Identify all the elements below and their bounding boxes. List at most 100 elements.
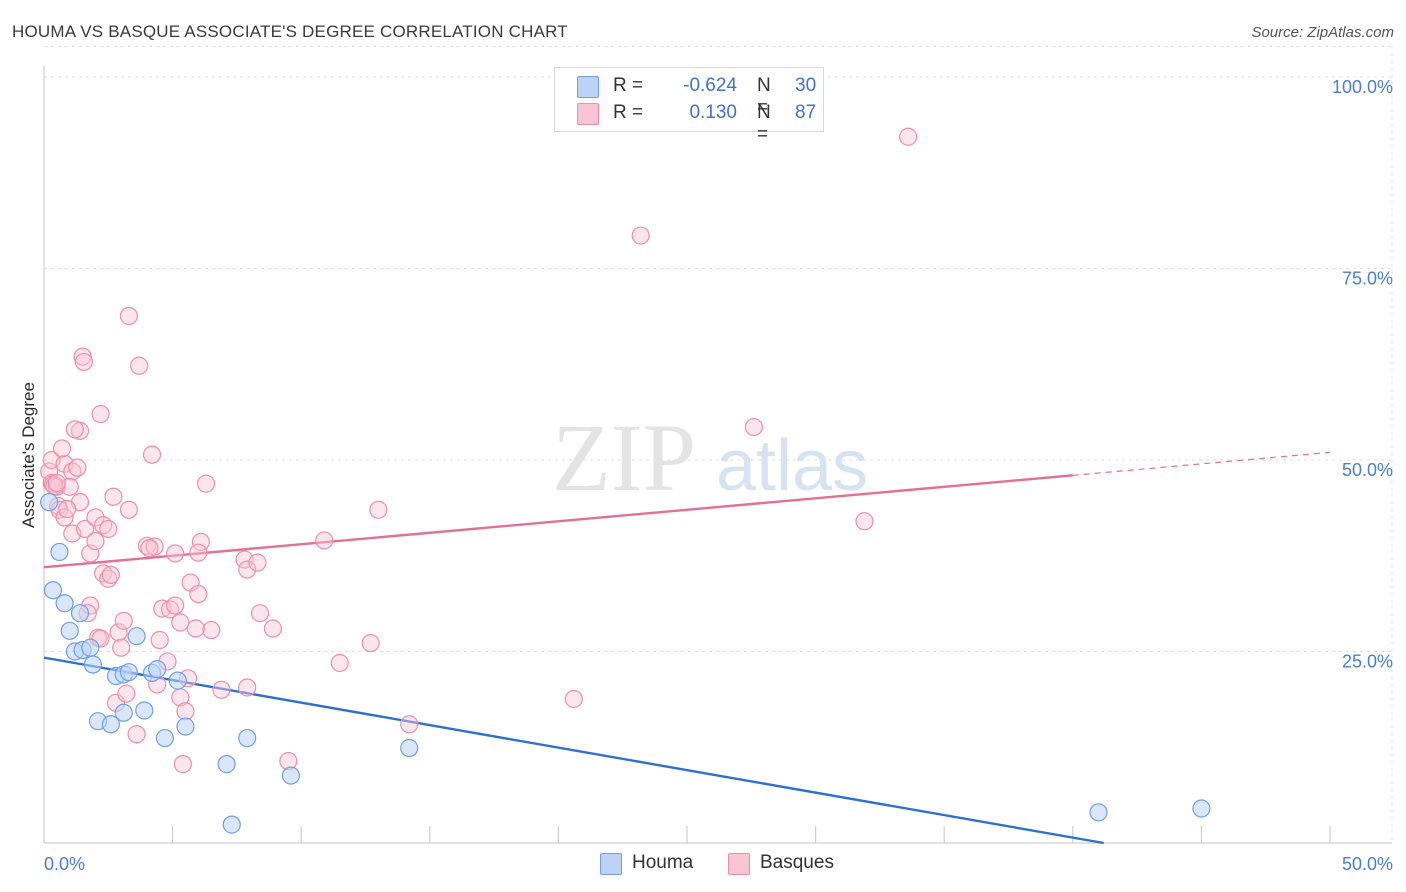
basques-point-61 (173, 755, 192, 774)
basques-point-82 (58, 499, 77, 519)
basques-point-74 (369, 500, 388, 519)
watermark: ZIP atlas (552, 404, 868, 511)
basques-point-29 (94, 564, 113, 583)
houma-point-16 (168, 671, 187, 690)
houma-r-value: -0.624 (683, 75, 737, 96)
basques-point-39 (117, 684, 136, 703)
watermark-zip: ZIP (552, 404, 696, 511)
houma-r-label: R = (613, 75, 644, 96)
basques-point-57 (186, 619, 205, 638)
basques-point-16 (76, 519, 95, 539)
basques-point-41 (137, 536, 156, 555)
axes (43, 66, 1392, 844)
basques-point-68 (250, 604, 270, 623)
houma-point-4 (60, 621, 79, 640)
basques-legend-swatch (728, 853, 750, 875)
basques-point-27 (119, 500, 138, 519)
basques-point-55 (196, 474, 216, 493)
houma-point-8 (81, 638, 100, 657)
basques-point-76 (564, 689, 583, 709)
basques-point-72 (330, 653, 349, 673)
basques-swatch (577, 103, 599, 125)
houma-point-3 (55, 594, 74, 613)
basques-point-36 (114, 611, 133, 630)
basques-point-86 (47, 473, 66, 493)
houma-point-24 (238, 728, 257, 748)
houma-legend-label: Houma (632, 852, 694, 873)
basques-point-12 (65, 420, 84, 439)
y-tick-label-3: 100.0% (1332, 77, 1393, 97)
houma-point-18 (101, 715, 120, 734)
basques-point-43 (142, 445, 162, 464)
basques-r-label: R = (613, 102, 644, 123)
y-axis-label: Associate's Degree (19, 382, 38, 528)
basques-point-24 (119, 306, 138, 326)
basques-n-value: 87 (795, 102, 817, 123)
basques-point-71 (315, 531, 334, 550)
trend-lines (43, 451, 1331, 845)
basques-point-66 (238, 560, 257, 579)
houma-point-23 (217, 755, 236, 774)
basques-point-52 (189, 584, 208, 604)
watermark-atlas: atlas (716, 426, 868, 506)
basques-point-77 (631, 226, 650, 245)
basques-r-value: 0.130 (689, 102, 737, 123)
basques-point-84 (101, 565, 120, 585)
stats-legend: R = -0.624 N = 30 R = 0.130 N = 87 (554, 67, 824, 145)
basques-point-83 (68, 458, 87, 477)
houma-point-5 (70, 604, 90, 623)
houma-point-27 (222, 815, 241, 834)
basques-point-44 (150, 630, 169, 650)
houma-n-label: N = (757, 75, 771, 118)
houma-point-28 (1089, 803, 1108, 822)
houma-point-29 (1192, 799, 1211, 818)
houma-point-20 (135, 701, 154, 720)
houma-n-value: 30 (795, 75, 817, 96)
basques-point-67 (248, 553, 267, 572)
basques-point-54 (189, 543, 208, 562)
basques-point-78 (744, 417, 763, 437)
basques-n-label: N = (757, 102, 771, 145)
houma-point-15 (148, 660, 167, 679)
x-tick-label-1: 50.0% (1342, 854, 1393, 874)
basques-point-9 (52, 439, 72, 458)
data-points (40, 127, 1211, 834)
x-tick-label-0: 0.0% (44, 854, 85, 874)
tick-labels: 25.0% 50.0% 75.0% 100.0% 0.0% 50.0% (44, 77, 1393, 874)
basques-point-49 (171, 613, 190, 632)
basques-point-63 (212, 680, 231, 699)
basques-point-18 (86, 508, 105, 527)
basques-point-79 (855, 512, 874, 531)
houma-point-1 (50, 542, 69, 562)
houma-point-25 (281, 766, 301, 785)
basques-point-23 (74, 352, 93, 372)
houma-point-13 (127, 627, 146, 646)
houma-point-26 (400, 738, 419, 758)
houma-point-19 (114, 703, 133, 722)
basques-point-25 (130, 356, 149, 375)
basques-trend-line (43, 474, 1073, 569)
basques-point-28 (86, 532, 105, 551)
basques-point-35 (109, 623, 128, 642)
houma-point-22 (176, 717, 195, 736)
basques-point-69 (263, 619, 283, 638)
houma-trend-line (43, 656, 1104, 845)
basques-point-75 (400, 715, 419, 734)
basques-trend-extension (1072, 451, 1331, 476)
basques-point-73 (361, 633, 380, 653)
basques-point-81 (45, 476, 64, 496)
houma-swatch (577, 76, 599, 98)
basques-point-50 (166, 544, 185, 563)
basques-point-59 (176, 702, 195, 721)
basques-point-20 (99, 519, 118, 539)
houma-point-9 (83, 655, 102, 674)
basques-point-53 (191, 532, 210, 552)
houma-point-2 (43, 581, 63, 600)
chart-title: HOUMA VS BASQUE ASSOCIATE'S DEGREE CORRE… (12, 22, 568, 41)
y-tick-label-1: 50.0% (1342, 460, 1393, 480)
basques-point-26 (104, 487, 123, 506)
basques-point-40 (127, 725, 146, 744)
houma-point-12 (119, 663, 138, 682)
basques-point-85 (140, 538, 159, 558)
